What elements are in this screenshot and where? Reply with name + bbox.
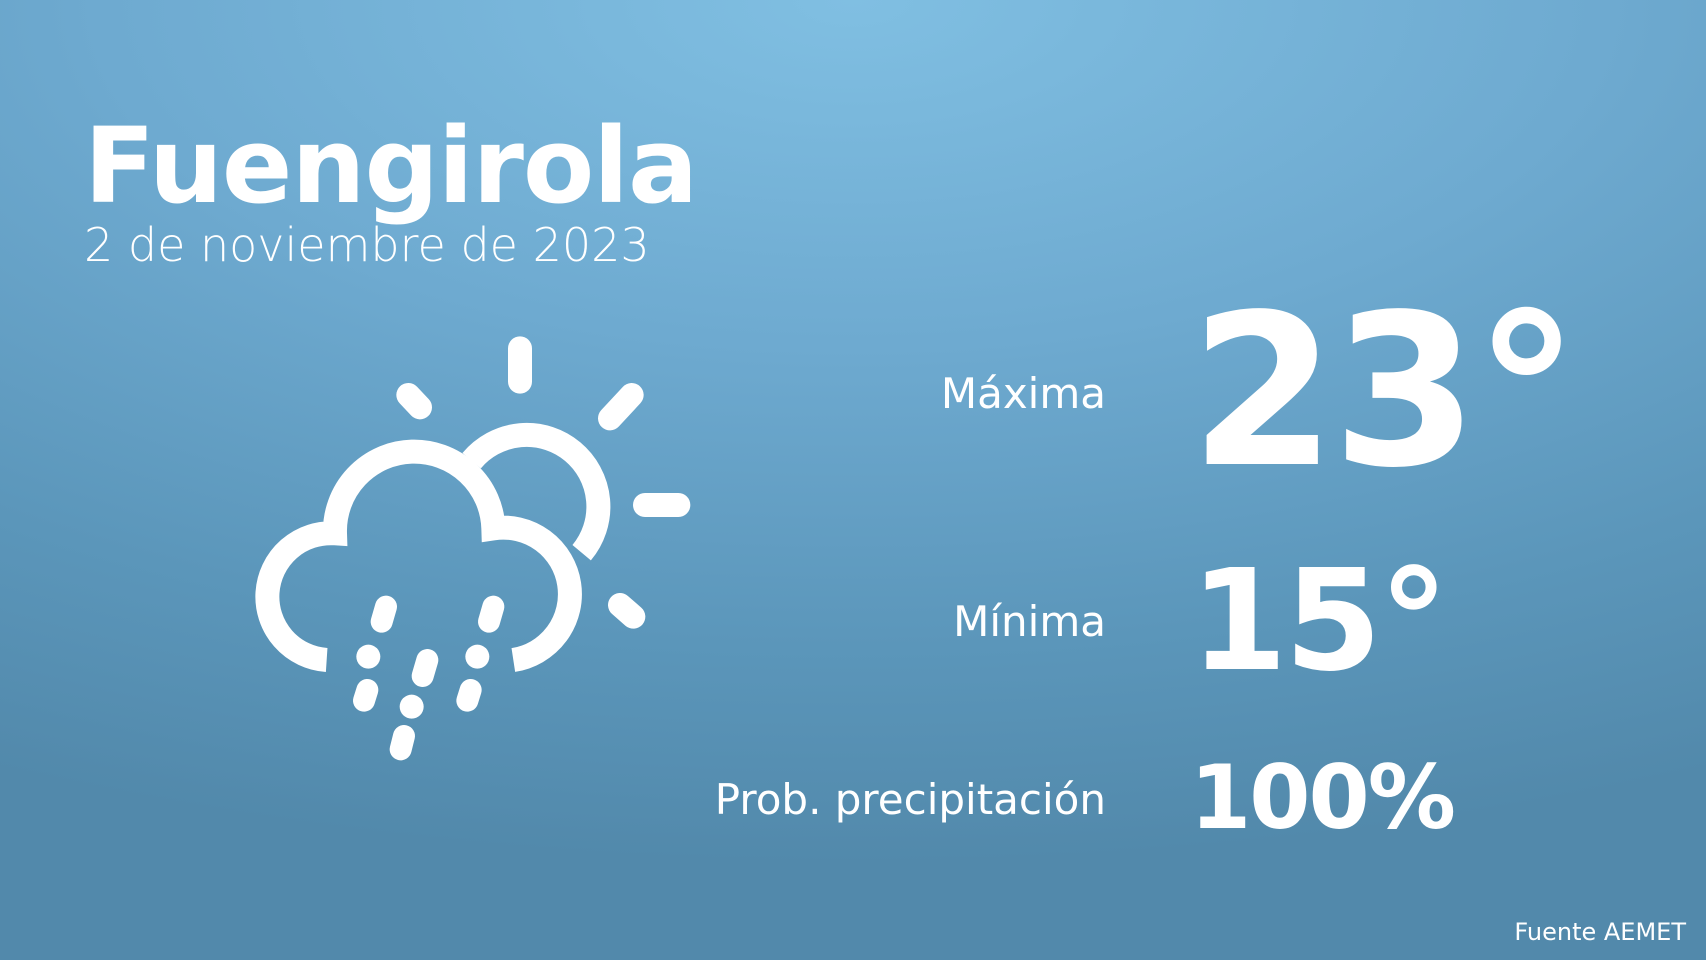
cloud-icon — [255, 439, 582, 672]
min-temp-value: 15° — [1190, 540, 1449, 703]
forecast-date: 2 de noviembre de 2023 — [84, 218, 650, 272]
max-temp-value: 23° — [1190, 269, 1579, 514]
source-credit: Fuente AEMET — [1514, 918, 1686, 946]
cloud-sun-rain-snow-icon — [255, 336, 691, 761]
max-temp-label: Máxima — [940, 369, 1106, 418]
min-temp-label: Mínima — [953, 597, 1106, 646]
rain-icon — [353, 595, 505, 761]
precip-value: 100% — [1190, 746, 1456, 849]
precip-label: Prob. precipitación — [714, 775, 1106, 824]
sun-icon — [396, 336, 691, 629]
snow-dots-icon — [356, 644, 490, 719]
city-title: Fuengirola — [84, 105, 698, 227]
